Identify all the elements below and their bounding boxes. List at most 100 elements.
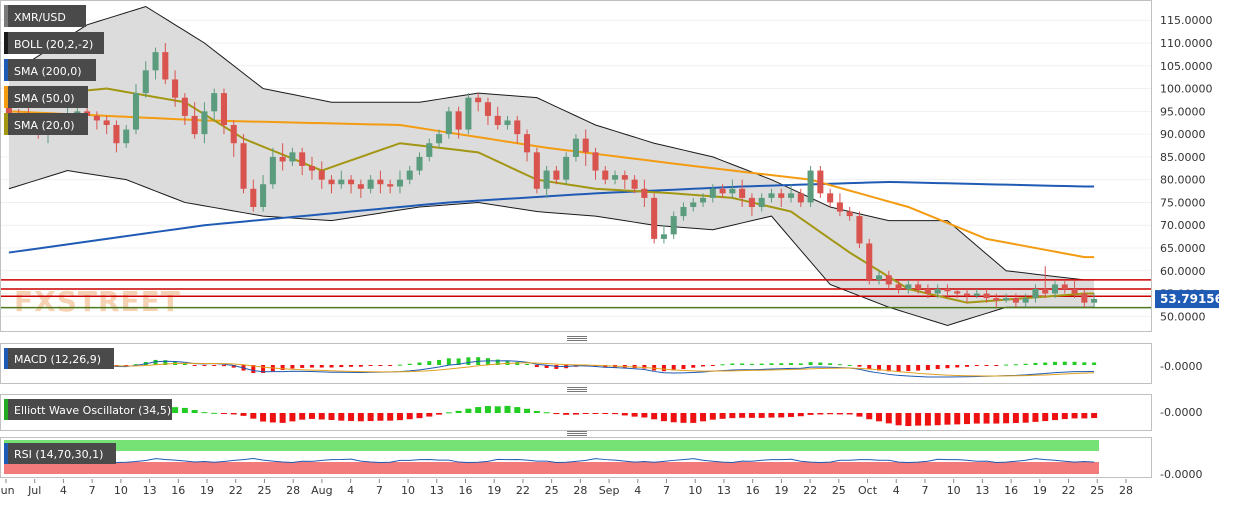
y-tick-label: 95.0000 xyxy=(1160,105,1206,118)
macd-hist-bar xyxy=(828,363,833,365)
candle xyxy=(93,111,100,130)
x-tick-label: Jun xyxy=(0,484,15,497)
ewo-bar xyxy=(934,413,941,426)
legend: XMR/USD BOLL (20,2,-2) SMA (200,0) SMA (… xyxy=(4,5,104,135)
ewo-bar xyxy=(612,413,619,415)
ewo-bar xyxy=(924,413,931,426)
macd-label-badge[interactable]: MACD (12,26,9) xyxy=(4,348,114,369)
macd-hist-bar xyxy=(935,365,940,370)
candle-body xyxy=(191,115,198,135)
ewo-bar xyxy=(954,413,961,425)
legend-sma50[interactable]: SMA (50,0) xyxy=(4,86,88,108)
ewo-tick: -0.0000 xyxy=(1160,406,1202,419)
y-tick-label: 85.0000 xyxy=(1160,151,1206,164)
x-tick-label: 10 xyxy=(688,484,702,497)
macd-hist-bar xyxy=(427,361,432,365)
candle xyxy=(113,120,120,153)
x-tick-label: Aug xyxy=(311,484,332,497)
candle-body xyxy=(348,179,355,185)
bollinger-fill xyxy=(8,6,1095,326)
candle xyxy=(670,211,677,239)
x-tick-label: 10 xyxy=(947,484,961,497)
candle xyxy=(181,93,188,125)
y-tick-label: 90.0000 xyxy=(1160,128,1206,141)
legend-boll[interactable]: BOLL (20,2,-2) xyxy=(4,32,104,54)
macd-hist-bar xyxy=(388,365,393,366)
macd-hist-bar xyxy=(133,364,138,366)
candle-body xyxy=(181,97,188,116)
candle xyxy=(475,93,482,112)
macd-hist-bar xyxy=(847,364,852,366)
candle-body xyxy=(592,152,599,171)
candle xyxy=(514,115,521,144)
candle-body xyxy=(563,156,570,180)
legend-sma20[interactable]: SMA (20,0) xyxy=(4,113,88,135)
candle-body xyxy=(211,93,218,112)
macd-hist-bar xyxy=(955,365,960,368)
y-tick-label: 70.0000 xyxy=(1160,219,1206,232)
legend-boll-label: BOLL (20,2,-2) xyxy=(14,38,93,51)
macd-hist-bar xyxy=(896,365,901,372)
candle xyxy=(494,106,501,130)
candle-body xyxy=(680,207,687,217)
candle xyxy=(318,161,325,189)
candle-body xyxy=(1091,299,1098,303)
fxstreet-watermark: FXSTREET xyxy=(14,285,181,318)
last-price-tag: 53.791563 xyxy=(1155,290,1231,309)
x-tick-label: 25 xyxy=(832,484,846,497)
x-tick-label: 22 xyxy=(1062,484,1076,497)
candle xyxy=(621,170,628,189)
candle-body xyxy=(641,188,648,198)
grip-1[interactable] xyxy=(567,336,587,341)
ewo-bar xyxy=(827,413,834,415)
legend-symbol[interactable]: XMR/USD xyxy=(4,5,86,27)
x-tick-label: 16 xyxy=(171,484,185,497)
candle xyxy=(709,184,716,203)
candle-body xyxy=(93,115,100,121)
ewo-bar xyxy=(944,413,951,425)
macd-hist-bar xyxy=(661,365,666,372)
candle xyxy=(348,175,355,194)
x-tick-label: 19 xyxy=(487,484,501,497)
ewo-bar xyxy=(690,413,697,423)
ewo-bar xyxy=(1071,413,1078,419)
ewo-label-badge[interactable]: Elliott Wave Oscillator (34,5) xyxy=(4,399,172,420)
candle xyxy=(455,106,462,139)
macd-hist-bar xyxy=(358,365,363,367)
candle-layer xyxy=(5,43,1098,308)
macd-hist-bar xyxy=(153,359,158,365)
macd-hist-bar xyxy=(691,365,696,368)
candle xyxy=(484,97,491,125)
ewo-bar xyxy=(758,413,765,418)
candle-body xyxy=(426,143,433,157)
bollinger-upper-line xyxy=(8,6,1095,281)
macd-hist-bar xyxy=(681,365,686,370)
macd-hist-bar xyxy=(300,365,305,368)
grip-3[interactable] xyxy=(567,431,587,436)
macd-hist-bar xyxy=(378,365,383,366)
rsi-label-badge[interactable]: RSI (14,70,30,1) xyxy=(4,443,116,464)
ewo-bar xyxy=(660,413,667,422)
x-tick-label: 10 xyxy=(401,484,415,497)
ewo-bar xyxy=(396,413,403,421)
candle xyxy=(1061,279,1068,294)
ewo-bar xyxy=(348,413,355,421)
macd-hist-bar xyxy=(886,365,891,372)
candle-body xyxy=(651,197,658,239)
legend-sma200[interactable]: SMA (200,0) xyxy=(4,59,96,81)
candle-body xyxy=(279,156,286,162)
macd-hist-bar xyxy=(456,358,461,365)
candle xyxy=(172,70,179,107)
candle xyxy=(856,211,863,248)
candle xyxy=(1071,279,1078,299)
candle xyxy=(788,184,795,203)
macd-hist-bar xyxy=(808,362,813,365)
ewo-bar xyxy=(641,413,648,418)
candle xyxy=(866,238,873,285)
grip-2[interactable] xyxy=(567,387,587,392)
ewo-bar xyxy=(778,413,785,418)
candle xyxy=(807,166,814,207)
candle-body xyxy=(367,179,374,189)
macd-hist-bar xyxy=(446,358,451,365)
